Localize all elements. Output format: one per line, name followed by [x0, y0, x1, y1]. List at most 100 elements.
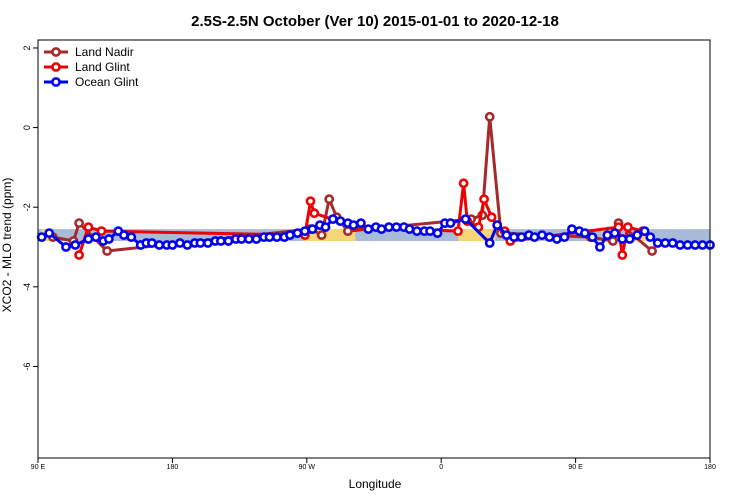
- land-band-1: [304, 229, 356, 242]
- data-point: [647, 246, 657, 256]
- x-tick-label: 90 E: [31, 464, 46, 471]
- plot-frame: [37, 39, 711, 459]
- data-point: [453, 226, 463, 236]
- data-point: [70, 240, 81, 250]
- data-point: [91, 232, 101, 242]
- data-point: [355, 218, 366, 228]
- legend-label: Ocean Glint: [75, 75, 139, 89]
- data-point: [529, 232, 540, 242]
- data-point: [146, 238, 157, 248]
- x-tick-label: 180: [704, 464, 716, 471]
- data-point: [411, 226, 422, 236]
- data-point: [492, 220, 503, 230]
- data-point: [324, 194, 335, 205]
- data-point: [445, 218, 456, 228]
- data-point: [327, 214, 338, 224]
- series-ocean-glint: [36, 214, 715, 252]
- data-point: [595, 242, 605, 252]
- y-tick-label: -6: [22, 362, 32, 370]
- data-point: [223, 236, 234, 246]
- data-point: [195, 238, 206, 248]
- data-point: [309, 208, 320, 219]
- data-point: [320, 222, 331, 232]
- data-point: [363, 224, 374, 234]
- data-point: [516, 232, 527, 242]
- data-point: [479, 194, 489, 205]
- data-point: [559, 232, 570, 242]
- data-point: [83, 222, 94, 232]
- data-point: [639, 226, 650, 236]
- data-point: [44, 228, 55, 238]
- data-point: [544, 232, 555, 242]
- data-point: [174, 238, 185, 248]
- data-point: [484, 238, 495, 248]
- y-axis-label: XCO2 - MLO trend (ppm): [0, 178, 14, 313]
- data-point: [154, 240, 165, 250]
- data-point: [126, 232, 137, 242]
- x-tick-label: 180: [167, 464, 179, 471]
- data-point: [624, 234, 635, 244]
- data-point: [458, 178, 469, 189]
- legend-marker: [51, 47, 61, 57]
- data-point: [299, 226, 310, 236]
- data-point: [697, 240, 708, 250]
- data-point: [484, 111, 495, 122]
- x-tick-label: 90 W: [299, 464, 316, 471]
- data-point: [348, 220, 359, 230]
- data-point: [182, 240, 193, 250]
- data-point: [425, 226, 435, 236]
- data-point: [102, 246, 112, 256]
- data-point: [682, 240, 693, 250]
- data-point: [307, 224, 318, 234]
- data-point: [580, 228, 590, 238]
- data-point: [271, 232, 282, 242]
- data-point: [509, 232, 519, 242]
- data-point: [552, 234, 562, 244]
- legend-label: Land Nadir: [75, 45, 134, 59]
- data-point: [486, 212, 497, 223]
- data-point: [167, 240, 178, 250]
- data-point: [460, 214, 471, 224]
- data-point: [104, 234, 114, 244]
- data-point: [243, 234, 254, 244]
- data-point: [404, 224, 415, 234]
- legend-marker: [51, 77, 61, 87]
- data-point: [602, 230, 613, 240]
- data-point: [660, 238, 671, 248]
- y-tick-label: 2: [22, 45, 32, 50]
- data-point: [623, 222, 633, 232]
- data-point: [292, 228, 303, 238]
- x-tick-label: 90 E: [568, 464, 583, 471]
- data-point: [609, 228, 620, 238]
- data-point: [432, 228, 443, 238]
- data-point: [74, 218, 84, 228]
- y-tick-label: 0: [22, 125, 32, 130]
- data-point: [391, 222, 402, 232]
- land-band-2: [458, 229, 496, 242]
- data-point: [119, 230, 129, 240]
- data-point: [61, 242, 71, 252]
- data-point: [251, 234, 262, 244]
- data-point: [36, 232, 47, 242]
- data-point: [202, 238, 213, 248]
- data-point: [305, 196, 316, 207]
- data-point: [652, 238, 663, 248]
- data-point: [215, 236, 226, 246]
- data-point: [501, 230, 512, 240]
- data-point: [383, 222, 394, 232]
- data-point: [675, 240, 685, 250]
- legend-label: Land Glint: [75, 60, 130, 74]
- data-point: [335, 216, 346, 226]
- ocean-band: [38, 229, 710, 242]
- y-tick-label: -2: [22, 203, 32, 211]
- legend-marker: [51, 62, 61, 72]
- data-point: [96, 226, 107, 236]
- data-point: [567, 224, 577, 234]
- data-point: [587, 232, 598, 242]
- data-point: [74, 250, 84, 260]
- x-tick-label: 0: [439, 464, 443, 471]
- data-point: [83, 234, 94, 244]
- data-point: [632, 230, 643, 240]
